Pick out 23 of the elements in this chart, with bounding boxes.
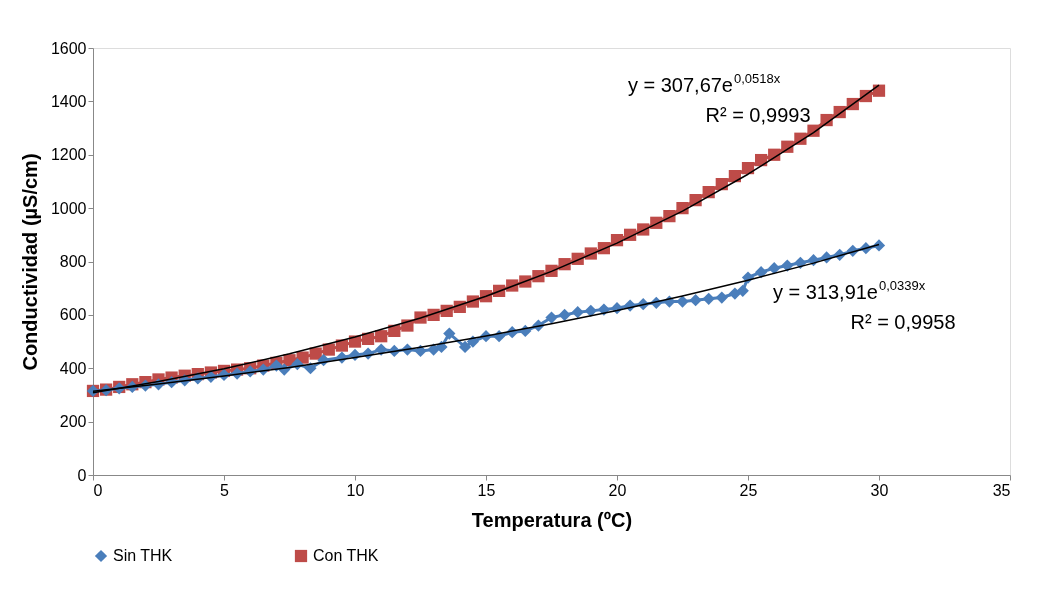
annotation: R² = 0,9993 [705,104,811,126]
annotation: R² = 0,9958 [850,311,956,333]
legend-label: Con THK [313,547,379,564]
y-tick-label: 1200 [50,146,87,164]
y-tick-label: 1000 [50,199,87,217]
x-tick-label: 25 [739,481,758,499]
x-tick-label: 15 [477,481,496,499]
x-tick-label: 30 [870,481,889,499]
y-tick-label: 0 [77,466,87,484]
x-tick-label: 0 [93,481,103,499]
y-tick-label: 200 [59,413,87,431]
x-tick-label: 35 [992,481,1011,499]
x-tick-label: 10 [346,481,365,499]
y-tick-label: 600 [59,306,87,324]
y-tick-label: 1400 [50,92,87,110]
x-tick-label: 5 [220,481,230,499]
y-tick-label: 400 [59,359,87,377]
x-tick-label: 20 [608,481,627,499]
y-tick-label: 1600 [50,39,87,57]
legend-label: Sin THK [113,547,173,564]
y-axis-title: Conductividad (µS/cm) [18,153,41,371]
x-axis-title: Temperatura (ºC) [471,508,633,531]
y-tick-label: 800 [59,253,87,270]
